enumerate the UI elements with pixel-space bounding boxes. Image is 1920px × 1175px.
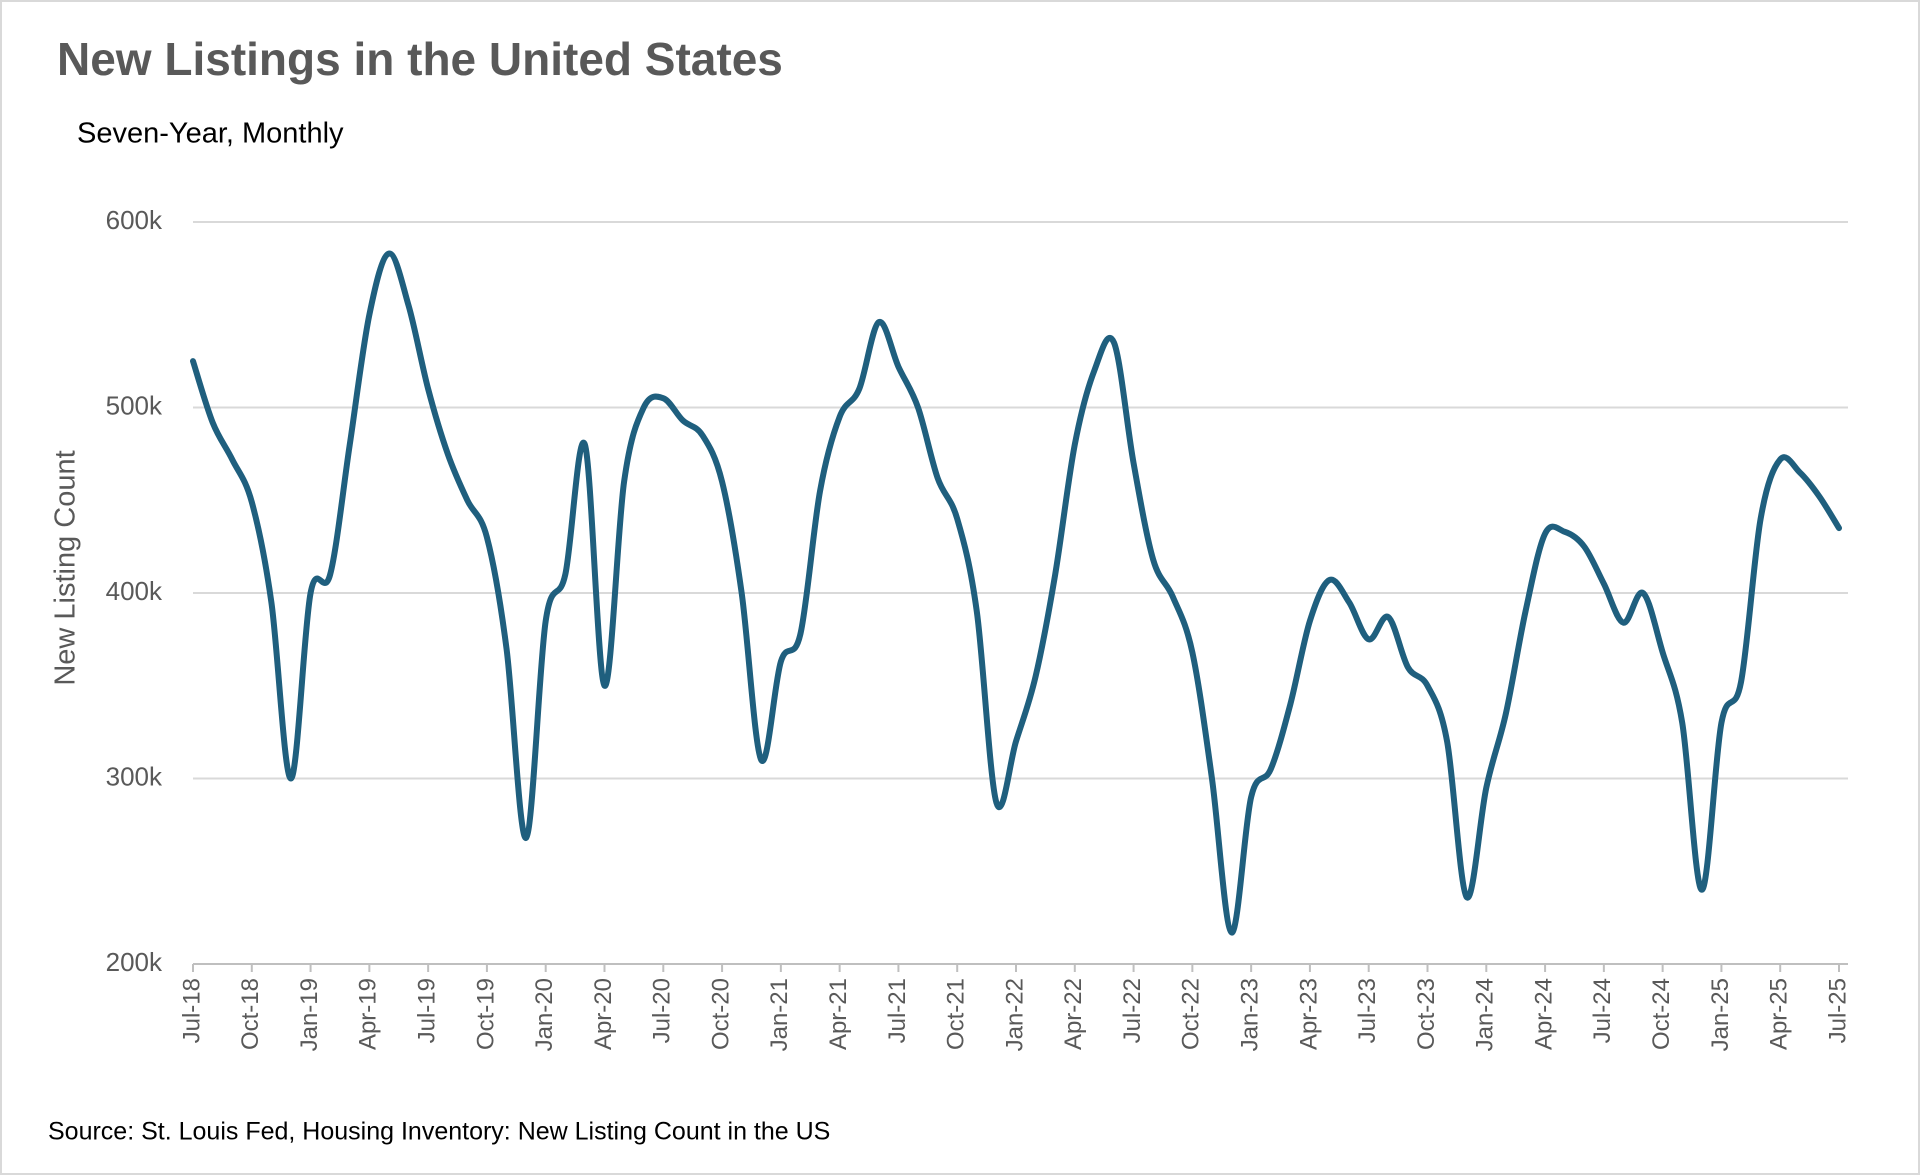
x-tick-label: Oct-21 [943,978,970,1050]
x-tick-label: Oct-18 [237,978,264,1050]
x-tick-label: Jan-22 [1001,978,1028,1051]
source-note: Source: St. Louis Fed, Housing Inventory… [48,1118,830,1146]
x-tick-label: Jan-25 [1707,978,1734,1051]
x-tick-label: Oct-22 [1178,978,1205,1050]
line-series [190,250,1842,936]
x-tick-label: Jul-20 [649,978,676,1043]
x-tick-label: Oct-24 [1648,978,1675,1050]
y-tick-label: 600k [106,205,163,235]
x-tick-label: Jul-22 [1119,978,1146,1043]
x-tick-label: Jan-19 [296,978,323,1051]
x-tick-label: Jul-23 [1354,978,1381,1043]
y-tick-label: 500k [106,390,163,420]
x-tick-label: Oct-19 [472,978,499,1050]
x-tick-label: Jan-21 [766,978,793,1051]
x-tick-label: Apr-24 [1530,978,1557,1050]
x-tick-label: Apr-20 [590,978,617,1050]
x-tick-label: Jan-23 [1236,978,1263,1051]
x-tick-label: Apr-19 [355,978,382,1050]
x-tick-label: Oct-23 [1413,978,1440,1050]
chart-subtitle: Seven-Year, Monthly [77,118,344,150]
y-tick-label: 400k [106,576,163,606]
x-tick-label: Jul-21 [884,978,911,1043]
chart-title: New Listings in the United States [57,33,783,85]
x-tick-label: Apr-23 [1295,978,1322,1050]
x-tick-label: Jul-24 [1589,978,1616,1043]
x-tick-label: Apr-25 [1766,978,1793,1050]
y-tick-label: 300k [106,761,163,791]
x-tick-label: Apr-22 [1060,978,1087,1050]
x-tick-label: Apr-21 [825,978,852,1050]
y-axis-title: New Listing Count [50,450,82,685]
x-tick-label: Jan-20 [531,978,558,1051]
x-tick-label: Oct-20 [707,978,734,1050]
x-tick-label: Jul-25 [1824,978,1851,1043]
y-tick-label: 200k [106,947,163,977]
x-tick-label: Jan-24 [1472,978,1499,1051]
x-tick-label: Jul-19 [413,978,440,1043]
x-tick-label: Jul-18 [178,978,205,1043]
